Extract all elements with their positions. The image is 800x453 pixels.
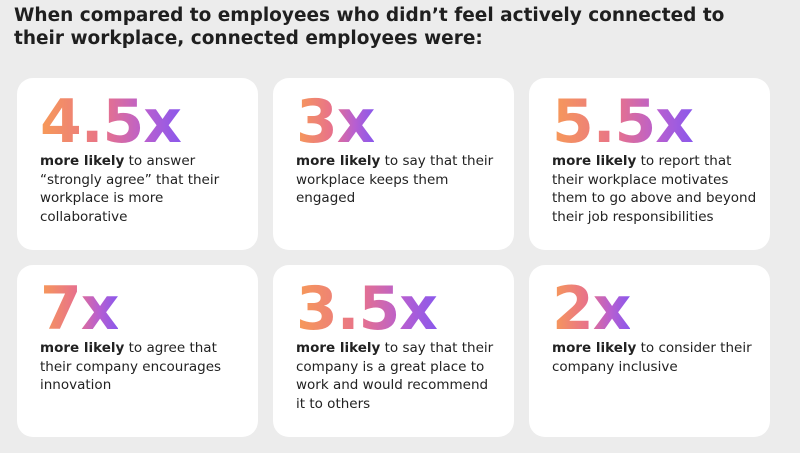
- stat-value: 5.5x: [552, 87, 694, 157]
- description-text: to agree that their company encourages i…: [40, 340, 222, 393]
- stat-card: 7x more likely to agree that their compan…: [17, 265, 258, 437]
- stat-value: 3.5x: [296, 274, 438, 344]
- stat-value: 3x: [296, 87, 375, 157]
- stat-value: 2x: [552, 274, 631, 344]
- emphasis: more likely: [552, 153, 637, 169]
- description-text: to say that their company is a great pla…: [296, 340, 494, 412]
- stat-card: 2x more likely to consider their company …: [529, 265, 770, 437]
- description-text: to report that their workplace motivates…: [552, 153, 757, 225]
- stat-card: 4.5x more likely to answer “strongly agre…: [17, 78, 258, 250]
- emphasis: more likely: [552, 340, 637, 356]
- stat-description: more likely to report that their workpla…: [552, 152, 757, 226]
- header-title: When compared to employees who didn’t fe…: [14, 5, 725, 49]
- stat-card: 3x more likely to say that their workplac…: [273, 78, 514, 250]
- emphasis: more likely: [40, 340, 125, 356]
- description-text: to consider their company inclusive: [552, 340, 752, 375]
- stat-value: 4.5x: [40, 87, 182, 157]
- stat-description: more likely to say that their company is…: [296, 339, 501, 413]
- stat-description: more likely to answer “strongly agree” t…: [40, 152, 245, 226]
- stat-card: 5.5x more likely to report that their wor…: [529, 78, 770, 250]
- description-text: to say that their workplace keeps them e…: [296, 153, 494, 206]
- stat-card: 3.5x more likely to say that their compan…: [273, 265, 514, 437]
- emphasis: more likely: [296, 153, 381, 169]
- stat-description: more likely to consider their company in…: [552, 339, 757, 376]
- emphasis: more likely: [296, 340, 381, 356]
- stat-description: more likely to say that their workplace …: [296, 152, 501, 208]
- stat-value: 7x: [40, 274, 119, 344]
- emphasis: more likely: [40, 153, 125, 169]
- card-grid: 4.5x more likely to answer “strongly agre…: [17, 78, 770, 437]
- stat-description: more likely to agree that their company …: [40, 339, 245, 395]
- description-text: to answer “strongly agree” that their wo…: [40, 153, 220, 225]
